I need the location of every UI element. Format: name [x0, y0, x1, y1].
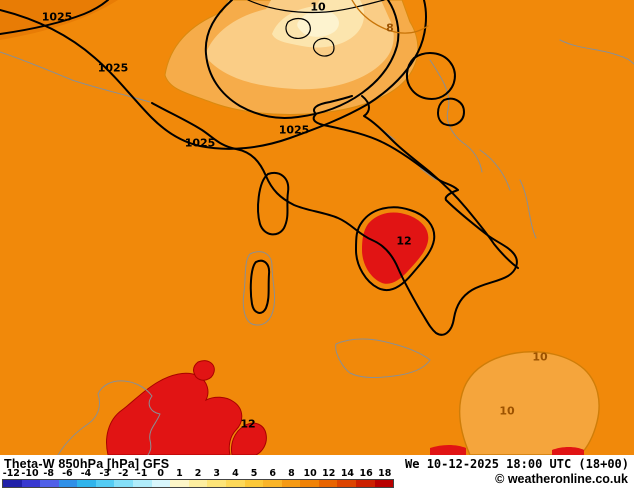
colorbar-segment — [225, 480, 245, 487]
colorbar-segment — [300, 480, 319, 487]
coast-france — [0, 51, 151, 103]
isobar-1025-a — [0, 0, 109, 35]
colorbar-tick: -1 — [136, 468, 148, 479]
border-balkans-2 — [479, 149, 537, 239]
contour-balkan-coast — [361, 95, 519, 269]
red-theta-regions — [106, 212, 584, 455]
contour-red-patch-12 — [355, 206, 436, 292]
colorbar-tick: -8 — [43, 468, 54, 479]
colorbar-tick: -4 — [80, 468, 92, 479]
contour-sardinia-inner — [249, 259, 271, 314]
black-contours — [0, 0, 519, 336]
colorbar-tick: 1 — [176, 468, 183, 479]
colorbar-tick: -6 — [62, 468, 73, 479]
weather-map: 1025 1025 1025 1025 10 8 12 12 10 10 — [0, 0, 634, 455]
coast-sardinia — [242, 251, 276, 326]
colorbar-segment — [281, 480, 301, 487]
colorbar-tick: 18 — [378, 468, 392, 479]
legend-bar: Theta-W 850hPa [hPa] GFS We 10-12-2025 1… — [0, 455, 634, 490]
colorbar — [2, 479, 394, 488]
colorbar-segment — [244, 480, 264, 487]
colorbar-segment — [337, 480, 356, 487]
colorbar-tick: 5 — [250, 468, 258, 479]
pale-theta-regions — [164, 0, 600, 455]
coast-sicily — [335, 338, 431, 379]
orange-contours — [351, 0, 429, 34]
colorbar-segment — [3, 480, 22, 487]
contour-loop-f — [437, 97, 465, 127]
coastlines — [0, 39, 634, 455]
colorbar-tick: 10 — [303, 468, 317, 479]
theta-10-top — [247, 0, 385, 14]
legend-row-top: Theta-W 850hPa [hPa] GFS We 10-12-2025 1… — [0, 455, 634, 471]
contour-italy-outline — [151, 95, 518, 336]
red-dot — [193, 360, 215, 381]
isobar-1025-c — [204, 0, 400, 119]
red-patch-tunisia-lobe — [231, 422, 267, 455]
map-datetime: We 10-12-2025 18:00 UTC (18+00) — [405, 457, 629, 471]
colorbar-tick: -3 — [99, 468, 110, 479]
legend-row-bottom: -12 -10 -8 -6 -4 -3 -2 -1 0 1 2 3 4 5 6 8 10 12 14 16 18 © w… — [0, 469, 634, 490]
map-svg — [0, 0, 634, 455]
colorbar-tick: -10 — [21, 468, 39, 479]
colorbar-segment — [170, 480, 189, 487]
colorbar-segment — [188, 480, 208, 487]
colorbar-tick: 3 — [213, 468, 221, 479]
colorbar-segment — [114, 480, 134, 487]
coast-tunisia — [57, 380, 161, 455]
colorbar-segment — [207, 480, 226, 487]
theta-loop-1 — [285, 17, 311, 39]
red-strip-bottom-1 — [430, 445, 466, 455]
colorbar-segment — [318, 480, 338, 487]
border-northeast — [559, 39, 634, 65]
colorbar-tick: 12 — [322, 468, 336, 479]
thin-black-contours — [247, 0, 385, 57]
colorbar-ticks: -12 -10 -8 -6 -4 -3 -2 -1 0 1 2 3 4 5 6 8 10 12 14 16 18 — [2, 469, 394, 479]
alps-core — [297, 10, 339, 37]
southeast-pale-region — [459, 351, 600, 455]
colorbar-segment — [355, 480, 375, 487]
colorbar-segment — [151, 480, 171, 487]
copyright-text: © weatheronline.co.uk — [495, 472, 628, 486]
colorbar-tick: 0 — [157, 468, 165, 479]
contour-loop-e — [406, 52, 456, 100]
colorbar-tick: -2 — [118, 468, 129, 479]
colorbar-tick: 8 — [288, 468, 295, 479]
theta-loop-2 — [312, 37, 335, 57]
colorbar-tick: 16 — [359, 468, 373, 479]
colorbar-tick: -12 — [2, 468, 20, 479]
colorbar-segment — [77, 480, 96, 487]
colorbar-tick: 4 — [232, 468, 239, 479]
contour-corsica — [257, 172, 290, 236]
colorbar-segment — [374, 480, 394, 487]
red-patch-tunisia — [106, 372, 243, 455]
colorbar-tick: 2 — [194, 468, 202, 479]
red-strip-bottom-2 — [552, 447, 584, 455]
colorbar-segment — [263, 480, 282, 487]
border-balkans-1 — [429, 59, 483, 173]
colorbar-segment — [133, 480, 152, 487]
colorbar-tick: 14 — [340, 468, 355, 479]
theta-8-contour — [351, 0, 429, 34]
colorbar-tick: 6 — [269, 468, 277, 479]
colorbar-segment — [21, 480, 41, 487]
colorbar-segment — [40, 480, 59, 487]
colorbar-segment — [95, 480, 115, 487]
red-patch-south-italy — [362, 212, 429, 284]
colorbar-segment — [58, 480, 78, 487]
map-title: Theta-W 850hPa [hPa] GFS — [4, 457, 170, 471]
